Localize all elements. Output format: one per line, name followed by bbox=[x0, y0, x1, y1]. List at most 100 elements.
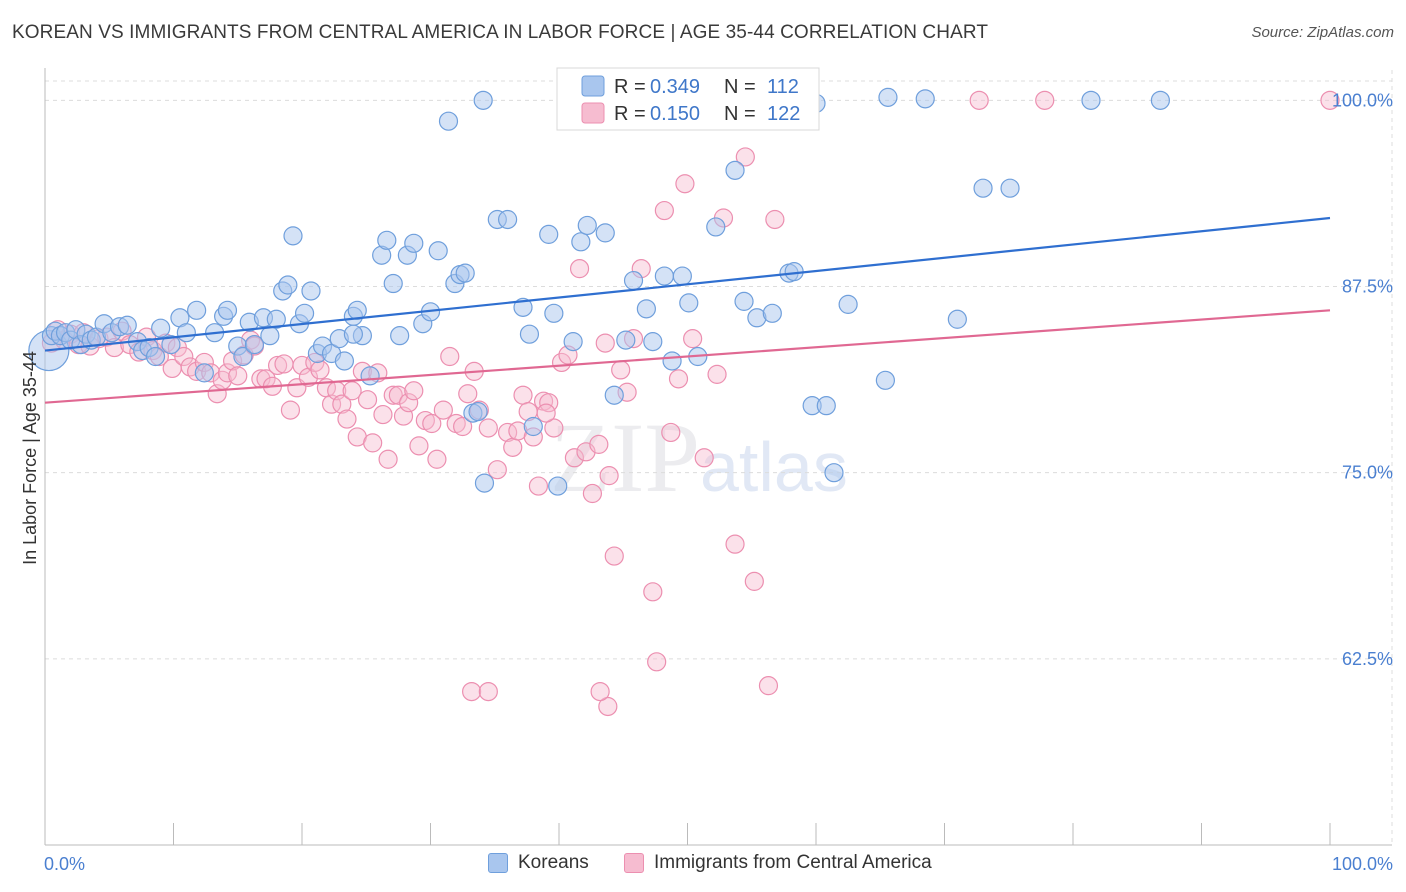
y-tick-label: 75.0% bbox=[1342, 463, 1393, 483]
immigrants-point bbox=[1035, 90, 1055, 110]
immigrants-point bbox=[404, 381, 424, 401]
bottom-legend: Koreans Immigrants from Central America bbox=[0, 852, 1406, 878]
koreans-point bbox=[824, 463, 844, 483]
koreans-point bbox=[654, 266, 674, 286]
koreans-point bbox=[1150, 90, 1170, 110]
immigrants-point bbox=[409, 436, 429, 456]
koreans-point bbox=[343, 324, 363, 344]
legend-r-label-koreans: R = bbox=[614, 76, 646, 98]
koreans-point bbox=[283, 226, 303, 246]
immigrants-point bbox=[725, 534, 745, 554]
koreans-point bbox=[577, 215, 597, 236]
immigrants-point bbox=[487, 460, 507, 480]
koreans-point bbox=[539, 224, 559, 244]
y-tick-label: 62.5% bbox=[1342, 649, 1393, 669]
immigrants-trend-line bbox=[44, 309, 1331, 404]
koreans-point bbox=[161, 334, 181, 355]
legend-n-label-immigrants: N = bbox=[724, 103, 756, 125]
x-tick-label-min: 0.0% bbox=[44, 854, 85, 874]
immigrants-point bbox=[383, 385, 403, 405]
koreans-point bbox=[816, 396, 836, 416]
koreans-point bbox=[595, 223, 615, 243]
immigrants-point bbox=[274, 354, 294, 374]
koreans-point bbox=[151, 318, 171, 338]
immigrants-point bbox=[654, 200, 674, 221]
immigrants-point bbox=[478, 681, 498, 702]
immigrants-point bbox=[694, 448, 714, 468]
koreans-point bbox=[915, 89, 935, 109]
immigrants-point bbox=[590, 681, 610, 702]
koreans-point bbox=[117, 315, 137, 335]
immigrants-point bbox=[564, 448, 585, 468]
immigrants-point bbox=[643, 582, 663, 602]
bottom-legend-label-koreans: Koreans bbox=[518, 852, 589, 873]
immigrants-point bbox=[399, 393, 419, 413]
koreans-point bbox=[334, 351, 355, 371]
bottom-legend-koreans: Koreans bbox=[488, 852, 589, 874]
immigrants-point bbox=[611, 360, 631, 380]
immigrants-point bbox=[1320, 90, 1340, 110]
immigrants-point bbox=[440, 346, 460, 367]
koreans-point bbox=[513, 297, 533, 317]
bottom-legend-swatch-immigrants bbox=[624, 853, 644, 873]
immigrants-point bbox=[174, 346, 194, 367]
koreans-point bbox=[187, 300, 207, 320]
correlation-legend: R = 0.349 N = 112 R = 0.150 N = 122 bbox=[556, 67, 820, 131]
x-tick-label-max: 100.0% bbox=[1332, 854, 1393, 874]
immigrants-point bbox=[744, 571, 764, 591]
koreans-point bbox=[294, 303, 315, 323]
grid-lines bbox=[45, 70, 1393, 845]
y-tick-label: 100.0% bbox=[1332, 90, 1393, 110]
legend-n-value-immigrants: 122 bbox=[767, 103, 800, 125]
legend-r-value-immigrants: 0.150 bbox=[650, 103, 700, 125]
immigrants-point bbox=[598, 696, 618, 717]
immigrants-point bbox=[707, 364, 727, 384]
source-label: Source: ZipAtlas.com bbox=[1251, 24, 1394, 41]
bottom-legend-swatch-koreans bbox=[488, 853, 508, 873]
koreans-point bbox=[194, 363, 214, 383]
immigrants-point bbox=[735, 147, 755, 167]
immigrants-point bbox=[661, 422, 681, 443]
koreans-point bbox=[734, 291, 754, 311]
koreans-point bbox=[176, 323, 196, 343]
series-immigrants-points bbox=[41, 90, 1340, 717]
immigrants-point bbox=[528, 476, 549, 496]
legend-n-value-koreans: 112 bbox=[767, 76, 799, 98]
koreans-point bbox=[455, 263, 475, 283]
koreans-point bbox=[468, 402, 488, 422]
series-koreans-points bbox=[28, 87, 1170, 496]
immigrants-point bbox=[357, 390, 378, 410]
koreans-point bbox=[519, 324, 540, 344]
bottom-legend-immigrants: Immigrants from Central America bbox=[624, 852, 932, 874]
immigrants-point bbox=[228, 366, 248, 386]
koreans-point bbox=[571, 232, 591, 252]
koreans-point bbox=[266, 309, 286, 329]
koreans-point bbox=[1000, 178, 1020, 198]
koreans-point bbox=[244, 334, 265, 355]
immigrants-point bbox=[478, 418, 498, 438]
immigrants-point bbox=[969, 90, 989, 110]
immigrants-point bbox=[765, 209, 785, 230]
koreans-point bbox=[390, 326, 410, 346]
immigrants-point bbox=[388, 385, 408, 405]
koreans-point bbox=[604, 385, 624, 405]
legend-r-value-koreans: 0.349 bbox=[650, 76, 700, 98]
immigrants-point bbox=[462, 681, 482, 702]
immigrants-point bbox=[378, 449, 398, 469]
immigrants-point bbox=[422, 413, 442, 434]
koreans-point bbox=[404, 233, 424, 253]
immigrants-point bbox=[373, 404, 393, 425]
koreans-point bbox=[672, 266, 692, 286]
immigrants-point bbox=[453, 416, 473, 437]
immigrants-point bbox=[498, 422, 518, 443]
immigrants-point bbox=[280, 400, 301, 420]
immigrants-point bbox=[458, 384, 478, 404]
koreans-trend-line bbox=[44, 216, 1331, 352]
koreans-point bbox=[233, 346, 253, 367]
immigrants-point bbox=[544, 418, 564, 438]
y-tick-label: 87.5% bbox=[1342, 277, 1393, 297]
immigrants-point bbox=[758, 676, 779, 696]
koreans-point bbox=[145, 346, 166, 367]
legend-swatch-immigrants bbox=[581, 102, 605, 124]
